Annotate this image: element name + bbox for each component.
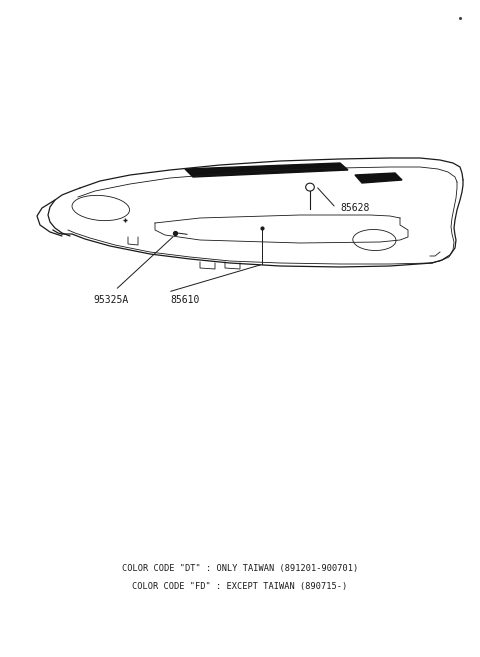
Polygon shape	[355, 173, 402, 183]
Text: 95325A: 95325A	[94, 295, 129, 305]
Text: COLOR CODE "FD" : EXCEPT TAIWAN (890715-): COLOR CODE "FD" : EXCEPT TAIWAN (890715-…	[132, 581, 348, 591]
Text: COLOR CODE "DT" : ONLY TAIWAN (891201-900701): COLOR CODE "DT" : ONLY TAIWAN (891201-90…	[122, 564, 358, 573]
Text: 85628: 85628	[341, 203, 370, 213]
Text: 85610: 85610	[170, 295, 200, 305]
Polygon shape	[185, 163, 348, 177]
